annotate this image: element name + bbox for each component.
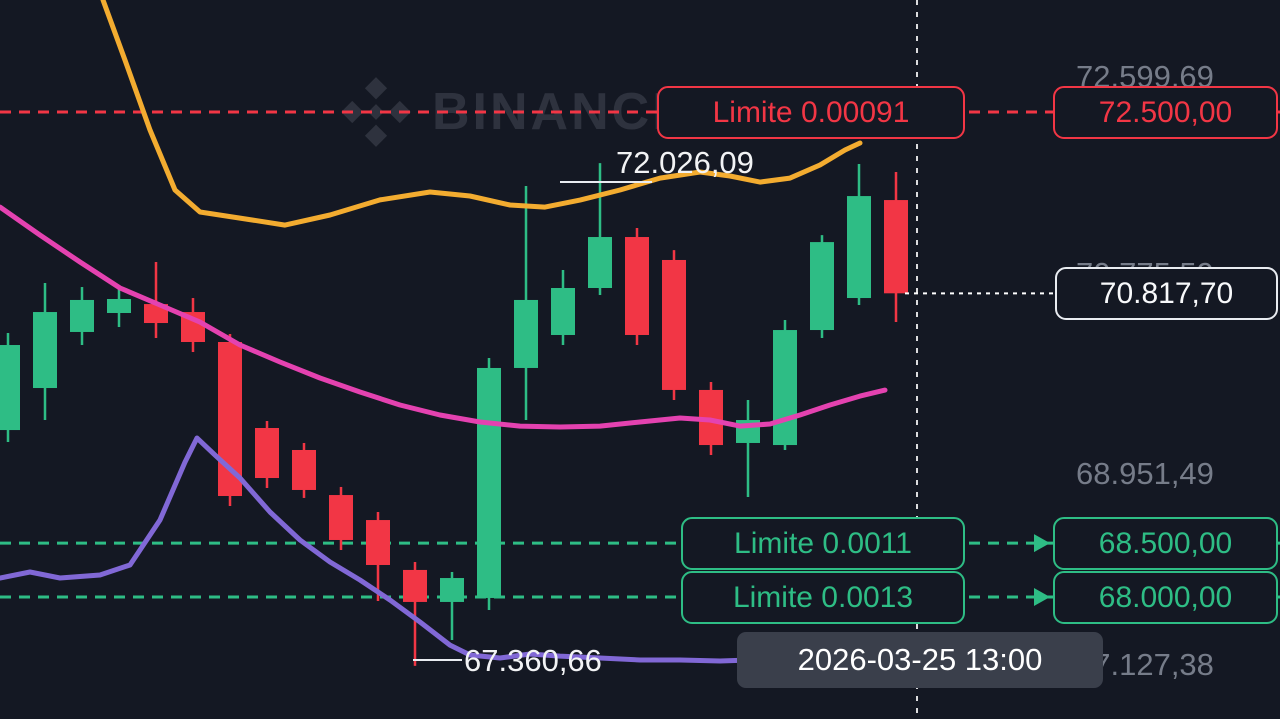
datetime-label: 2026-03-25 13:00 [737, 632, 1103, 688]
current-price-box[interactable]: 70.817,70 [1055, 267, 1278, 320]
limit-order-label-buy-1[interactable]: Limite 0.0011 [681, 517, 965, 570]
limit-order-price-sell[interactable]: 72.500,00 [1053, 86, 1278, 139]
axis-label-3: 68.951,49 [1076, 456, 1214, 491]
limit-order-price-buy-2[interactable]: 68.000,00 [1053, 571, 1278, 624]
low-price-callout: 67.360,66 [464, 643, 602, 678]
high-price-callout: 72.026,09 [616, 145, 754, 180]
limit-order-price-buy-1[interactable]: 68.500,00 [1053, 517, 1278, 570]
limit-order-label-buy-2[interactable]: Limite 0.0013 [681, 571, 965, 624]
limit-order-label-sell[interactable]: Limite 0.00091 [657, 86, 965, 139]
